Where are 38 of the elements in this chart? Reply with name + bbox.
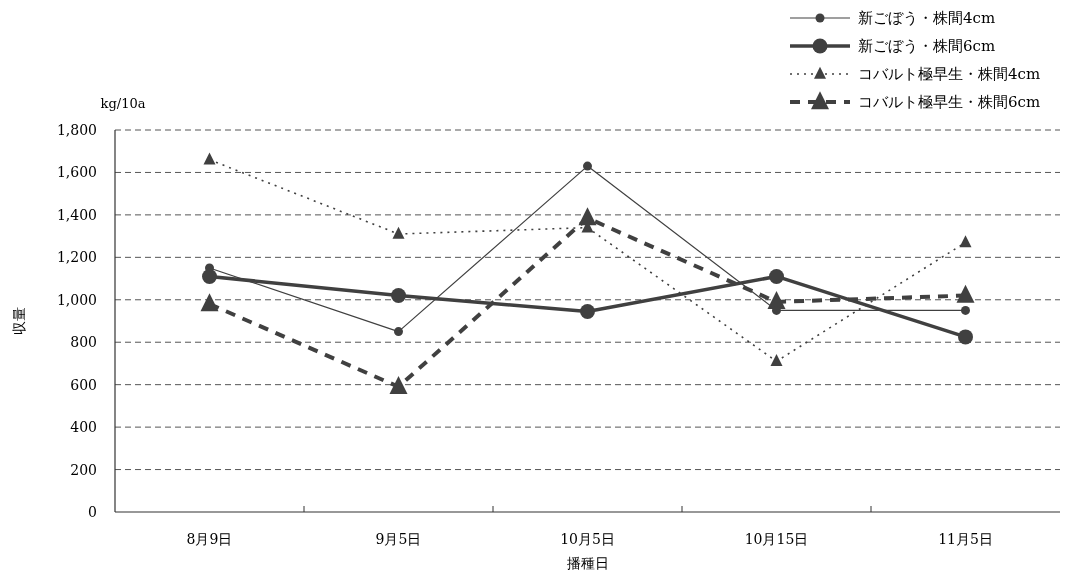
y-tick-label: 200 bbox=[70, 461, 97, 478]
legend-label: 新ごぼう・株間4cm bbox=[858, 9, 996, 27]
y-tick-label: 0 bbox=[88, 504, 97, 520]
point bbox=[200, 293, 219, 312]
point bbox=[958, 329, 973, 345]
x-tick-label: 11月5日 bbox=[938, 531, 993, 547]
y-tick-label: 1,400 bbox=[56, 206, 97, 223]
point bbox=[202, 268, 217, 284]
y-tick-label: 1,200 bbox=[56, 249, 97, 266]
point bbox=[770, 354, 783, 367]
y-tick-label: 1,800 bbox=[56, 122, 97, 138]
y-axis-title: 収量 bbox=[11, 307, 27, 335]
x-tick-label: 9月5日 bbox=[375, 531, 422, 547]
point bbox=[392, 226, 405, 239]
x-tick-label: 10月5日 bbox=[560, 531, 615, 547]
point bbox=[961, 305, 970, 315]
y-tick-label: 400 bbox=[70, 419, 97, 436]
point bbox=[578, 207, 597, 226]
legend-label: 新ごぼう・株間6cm bbox=[858, 37, 996, 55]
x-tick-label: 8月9日 bbox=[186, 531, 233, 547]
point bbox=[959, 235, 972, 248]
point bbox=[389, 375, 408, 394]
y-tick-label: 1,600 bbox=[56, 164, 97, 181]
legend-label: コバルト極早生・株間4cm bbox=[858, 65, 1041, 83]
legend-label: コバルト極早生・株間6cm bbox=[858, 93, 1041, 111]
y-tick-label: 1,000 bbox=[56, 291, 97, 308]
x-axis-title: 播種日 bbox=[566, 555, 609, 571]
x-tick-label: 10月15日 bbox=[744, 531, 809, 547]
point bbox=[203, 152, 216, 165]
point bbox=[580, 303, 595, 319]
text: kg/10a bbox=[100, 96, 146, 111]
point bbox=[583, 161, 592, 171]
point bbox=[391, 288, 406, 304]
point bbox=[394, 327, 403, 337]
point bbox=[956, 284, 975, 303]
y-tick-label: 800 bbox=[70, 334, 97, 351]
y-tick-label: 600 bbox=[70, 376, 97, 393]
point bbox=[769, 268, 784, 284]
